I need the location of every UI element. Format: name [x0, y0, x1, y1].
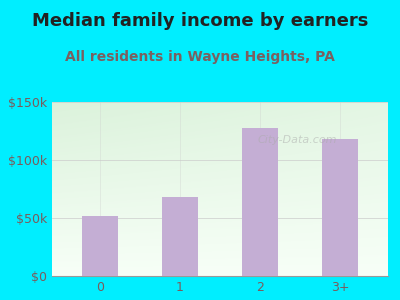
Bar	[242, 128, 278, 276]
Text: City-Data.com: City-Data.com	[258, 135, 337, 145]
Text: Median family income by earners: Median family income by earners	[32, 12, 368, 30]
Bar	[82, 216, 118, 276]
Text: All residents in Wayne Heights, PA: All residents in Wayne Heights, PA	[65, 50, 335, 64]
Bar	[162, 197, 198, 276]
Bar	[322, 139, 358, 276]
